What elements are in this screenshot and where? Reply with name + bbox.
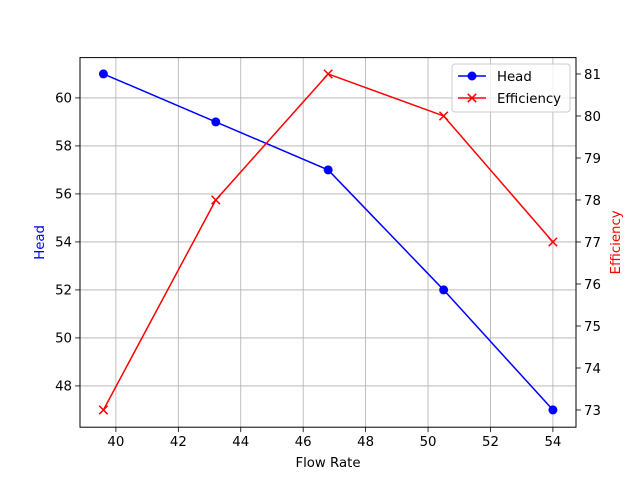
y-tick-label: 60 [55,92,72,107]
data-point-marker [211,117,221,127]
data-point-marker [98,405,109,415]
series-head [98,69,558,415]
y-tick-label: 48 [55,380,72,395]
plot-frame [79,57,577,428]
y-tick-label: 50 [55,332,72,347]
y-tick-label: 56 [55,188,72,203]
x-tick-label: 48 [357,435,374,450]
x-tick-label: 46 [295,435,312,450]
legend-x-marker-icon [467,93,477,103]
data-point-marker [323,165,333,175]
data-point-marker [98,69,108,79]
legend-label: Efficiency [497,92,561,107]
data-point-marker [323,69,333,79]
data-point-marker [548,405,558,415]
y-axis-left-label: Head [33,225,48,260]
x-tick-label: 44 [232,435,249,450]
x-tick-label: 54 [544,435,561,450]
x-tick-label: 42 [170,435,187,450]
series-efficiency [98,69,558,415]
y-right-tick-label: 76 [584,278,601,293]
y-right-tick-label: 73 [584,404,601,419]
y-tick-label: 52 [55,284,72,299]
series-layer [98,69,558,415]
grid-lines [80,57,576,428]
legend-circle-marker-icon [467,71,477,81]
x-tick-label: 52 [482,435,499,450]
y-right-tick-label: 79 [584,152,601,167]
x-tick-label: 40 [107,435,124,450]
y-tick-label: 54 [55,236,72,251]
data-point-marker [211,195,221,205]
x-axis-label: Flow Rate [295,456,360,471]
legend-label: Head [497,70,532,85]
y-right-tick-label: 77 [584,236,601,251]
y-axis-left: 48 50 52 54 56 58 60 [55,92,80,395]
data-point-marker [548,237,558,247]
y-axis-right-label: Efficiency [609,210,624,274]
legend-item-head: Head [458,70,532,85]
y-right-tick-label: 75 [584,320,601,335]
x-axis: 40 42 44 46 48 50 52 54 [107,427,561,450]
data-point-marker [438,111,449,121]
y-axis-right: 73 74 75 76 77 78 79 80 81 [576,68,601,419]
y-right-tick-label: 74 [584,362,601,377]
y-right-tick-label: 81 [584,68,601,83]
legend-item-efficiency: Efficiency [458,92,561,107]
x-tick-label: 50 [420,435,437,450]
data-point-marker [439,285,449,295]
legend: Head Efficiency [451,63,571,113]
y-tick-label: 58 [55,140,72,155]
y-right-tick-label: 80 [584,110,601,125]
y-right-tick-label: 78 [584,194,601,209]
